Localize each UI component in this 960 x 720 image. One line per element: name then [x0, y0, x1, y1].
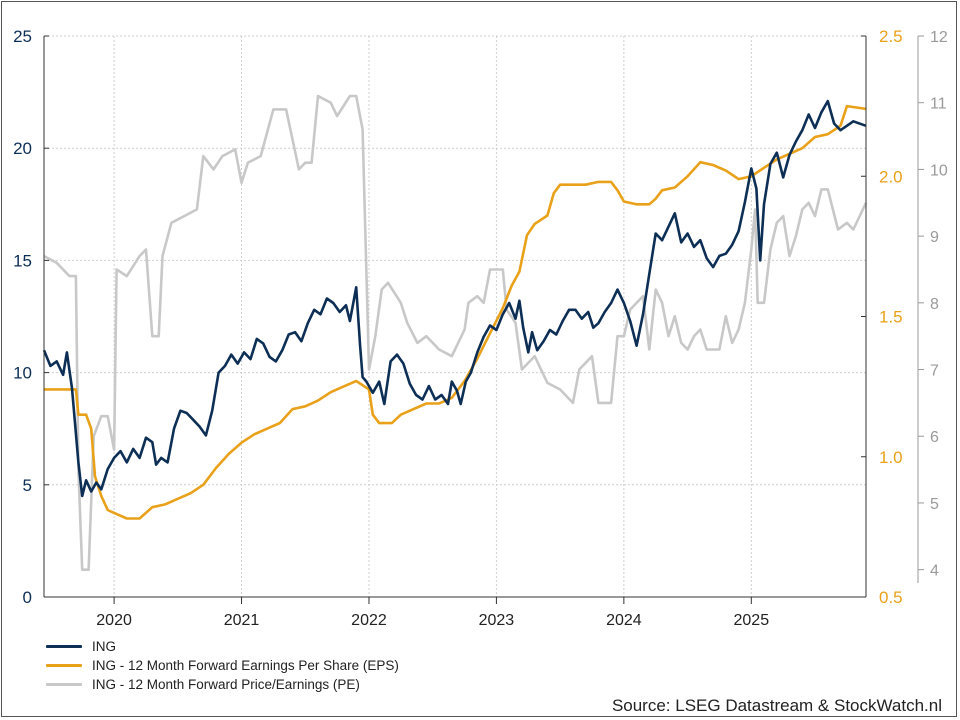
far-right-axis-tick-label: 4	[930, 563, 939, 580]
x-axis-tick-label: 2022	[351, 612, 387, 629]
series-line-eps	[44, 104, 867, 520]
legend-swatch-pe	[46, 683, 82, 686]
left-axis-tick-label: 25	[13, 27, 32, 46]
source-note: Source: LSEG Datastream & StockWatch.nl	[611, 696, 942, 715]
far-right-axis-tick-label: 8	[930, 296, 939, 313]
x-axis-tick-label: 2024	[606, 612, 642, 629]
legend-item-eps: ING - 12 Month Forward Earnings Per Shar…	[46, 656, 399, 675]
far-right-axis-tick-label: 6	[930, 429, 939, 446]
x-axis-tick-label: 2023	[479, 612, 515, 629]
right-axis-tick-label: 1.5	[879, 308, 903, 327]
far-right-axis-tick-label: 11	[930, 96, 947, 113]
far-right-axis-tick-label: 5	[930, 496, 939, 513]
series-line-pe	[43, 94, 868, 571]
left-axis-tick-label: 20	[13, 139, 32, 158]
right-axis-tick-label: 1.0	[879, 448, 903, 467]
far-right-axis-tick-label: 10	[930, 162, 948, 179]
series-lines	[42, 94, 868, 571]
axes: 05101520250.51.01.52.02.5456789101112202…	[13, 27, 948, 629]
legend-label-eps: ING - 12 Month Forward Earnings Per Shar…	[92, 658, 399, 673]
right-axis-tick-label: 0.5	[879, 588, 903, 607]
far-right-axis-tick-label: 12	[930, 29, 948, 46]
right-axis-tick-label: 2.5	[879, 27, 903, 46]
series-line-ing	[42, 99, 867, 498]
legend-item-ing: ING	[46, 637, 399, 656]
legend-swatch-eps	[46, 664, 82, 667]
grid-lines	[44, 35, 866, 598]
far-right-axis-tick-label: 9	[930, 229, 939, 246]
left-axis-tick-label: 15	[13, 251, 32, 270]
left-axis-tick-label: 0	[23, 588, 32, 607]
left-axis-tick-label: 10	[13, 364, 32, 383]
left-axis-tick-label: 5	[23, 476, 32, 495]
x-axis-tick-label: 2021	[224, 612, 260, 629]
x-axis-tick-label: 2020	[96, 612, 132, 629]
x-axis-tick-label: 2025	[734, 612, 770, 629]
legend-label-ing: ING	[92, 639, 117, 654]
right-axis-tick-label: 2.0	[879, 167, 903, 186]
far-right-axis-tick-label: 7	[930, 363, 939, 380]
legend-item-pe: ING - 12 Month Forward Price/Earnings (P…	[46, 675, 399, 694]
legend: ING ING - 12 Month Forward Earnings Per …	[46, 637, 399, 694]
legend-label-pe: ING - 12 Month Forward Price/Earnings (P…	[92, 677, 360, 692]
legend-swatch-ing	[46, 645, 82, 648]
